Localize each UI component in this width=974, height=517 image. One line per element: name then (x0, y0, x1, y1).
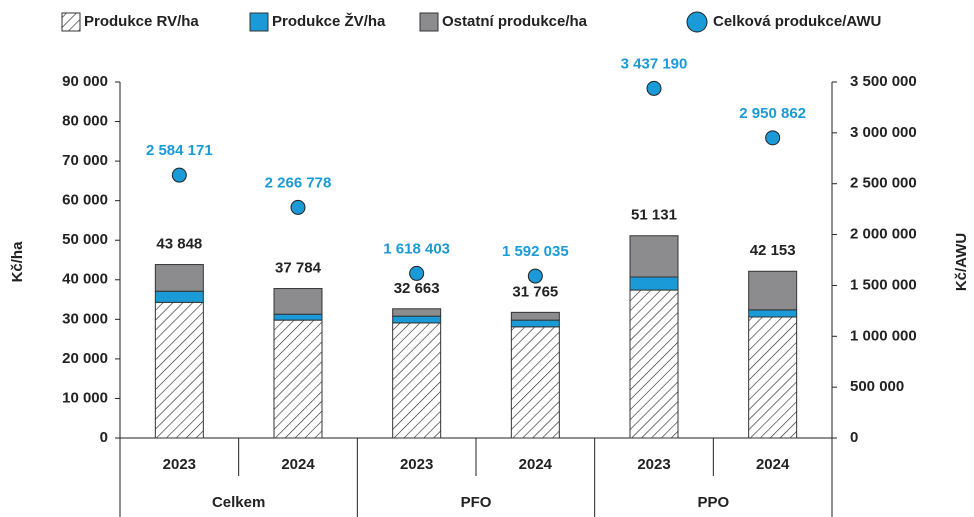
bar-segment (392, 322, 442, 439)
y-tick-label: 70 000 (62, 152, 108, 169)
y-tick-label: 0 (100, 429, 108, 446)
legend-marker (249, 12, 269, 32)
point-label: 2 950 862 (739, 105, 806, 122)
y-tick-label: 90 000 (62, 73, 108, 90)
bar-segment (154, 290, 204, 303)
y2-tick-label: 3 000 000 (850, 124, 917, 141)
bar-segment (629, 289, 679, 439)
y-axis-title: Kč/ha (9, 241, 26, 283)
point (290, 199, 306, 215)
legend-label: Celková produkce/AWU (713, 13, 881, 30)
group-label: PFO (461, 494, 492, 511)
point (171, 167, 187, 183)
point-label: 2 266 778 (265, 174, 332, 191)
bar-segment (273, 313, 323, 321)
point (409, 265, 425, 281)
y2-tick-label: 2 500 000 (850, 175, 917, 192)
group-label: PPO (697, 494, 729, 511)
y2-tick-label: 3 500 000 (850, 73, 917, 90)
legend-marker (419, 12, 439, 32)
bar-segment (273, 288, 323, 315)
total-label: 43 848 (156, 236, 202, 253)
point (765, 130, 781, 146)
point (646, 80, 662, 96)
y-tick-label: 60 000 (62, 192, 108, 209)
y2-tick-label: 2 000 000 (850, 226, 917, 243)
bar-segment (392, 308, 442, 317)
legend-label: Produkce ŽV/ha (272, 12, 386, 30)
x-tick-label: 2024 (281, 456, 315, 473)
y-tick-label: 80 000 (62, 113, 108, 130)
y-tick-label: 30 000 (62, 310, 108, 327)
x-tick-label: 2023 (637, 456, 670, 473)
y2-tick-label: 1 500 000 (850, 276, 917, 293)
total-label: 51 131 (631, 207, 677, 224)
bar-segment (748, 309, 798, 318)
bar-segment (510, 326, 560, 439)
point-label: 1 618 403 (383, 240, 450, 257)
y-tick-label: 40 000 (62, 271, 108, 288)
bar-segment (748, 270, 798, 311)
legend-label: Produkce RV/ha (84, 13, 199, 30)
total-label: 32 663 (394, 280, 440, 297)
group-label: Celkem (212, 494, 265, 511)
bar-segment (748, 316, 798, 439)
bar-segment (629, 235, 679, 278)
y2-tick-label: 500 000 (850, 378, 904, 395)
legend-marker (61, 12, 81, 32)
point-label: 3 437 190 (621, 55, 688, 72)
total-label: 31 765 (512, 283, 558, 300)
y2-tick-label: 1 000 000 (850, 327, 917, 344)
bar-segment (273, 319, 323, 439)
point-label: 1 592 035 (502, 243, 569, 260)
bar-segment (154, 301, 204, 439)
point (527, 268, 543, 284)
bar-segment (392, 315, 442, 324)
y2-tick-label: 0 (850, 429, 858, 446)
bar-segment (510, 319, 560, 328)
bar-segment (510, 311, 560, 321)
x-tick-label: 2024 (519, 456, 553, 473)
y-tick-label: 10 000 (62, 389, 108, 406)
x-tick-label: 2024 (756, 456, 790, 473)
y-tick-label: 20 000 (62, 350, 108, 367)
legend-label: Ostatní produkce/ha (442, 13, 588, 30)
bar-segment (154, 264, 204, 292)
y2-axis-title: Kč/AWU (953, 233, 970, 291)
point-label: 2 584 171 (146, 142, 213, 159)
total-label: 42 153 (750, 242, 796, 259)
x-tick-label: 2023 (163, 456, 196, 473)
x-tick-label: 2023 (400, 456, 433, 473)
y-tick-label: 50 000 (62, 231, 108, 248)
total-label: 37 784 (275, 260, 322, 277)
bar-segment (629, 276, 679, 291)
legend-marker (686, 11, 708, 33)
